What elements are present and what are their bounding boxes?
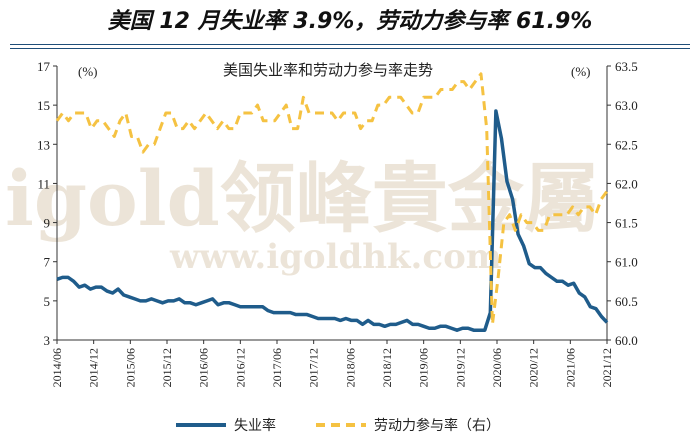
x-tick-label: 2016/06	[197, 348, 211, 387]
x-tick-label: 2018/06	[343, 348, 357, 387]
y-left-tick-label: 5	[44, 294, 51, 309]
y-right-tick-label: 60.5	[615, 294, 638, 309]
y-right-tick-label: 62.5	[615, 137, 638, 152]
title-divider-bottom	[10, 48, 690, 49]
watermark-logo-text: igold领峰貴金屬	[5, 154, 600, 243]
y-left-tick-label: 3	[44, 333, 51, 348]
x-tick-label: 2014/06	[50, 348, 64, 387]
title-divider-top	[10, 44, 690, 45]
y-left-tick-label: 9	[44, 216, 51, 231]
axes	[53, 65, 611, 344]
series-1-line	[56, 109, 609, 332]
series-2-group	[55, 72, 609, 326]
page-title: 美国 12 月失业率 3.9%，劳动力参与率 61.9%	[107, 9, 593, 34]
labels: 3 5 7 9 11 13 15 17 60.0 60.5 61.0 61.5 62.0 62.5 63.0…	[37, 59, 638, 387]
x-tick-label: 2021/06	[563, 348, 577, 387]
x-tick-label: 2016/12	[233, 348, 247, 387]
x-tick-label: 2019/06	[417, 348, 431, 387]
legend-label-1: 失业率	[234, 417, 276, 434]
legend-label-2: 劳动力参与率（右）	[374, 417, 500, 434]
watermark-url-text: www.igoldhk.com	[169, 237, 502, 277]
series-1-group	[56, 109, 609, 332]
y-left-tick-label: 13	[37, 137, 50, 152]
legend: 失业率 劳动力参与率（右）	[176, 417, 500, 434]
watermark: igold领峰貴金屬 www.igoldhk.com	[5, 154, 600, 277]
x-tick-label: 2017/06	[270, 348, 284, 387]
x-tick-label: 2020/12	[527, 348, 541, 387]
y-left-tick-label: 7	[44, 255, 51, 270]
y-right-tick-label: 63.0	[615, 98, 638, 113]
x-tick-label: 2021/12	[600, 348, 614, 387]
x-tick-label: 2019/12	[453, 348, 467, 387]
y-right-tick-label: 62.0	[615, 176, 638, 191]
y-right-tick-label: 60.0	[615, 333, 638, 348]
x-tick-label: 2015/06	[123, 348, 137, 387]
x-tick-label: 2020/06	[490, 348, 504, 387]
y-left-tick-label: 11	[37, 176, 50, 191]
x-tick-label: 2014/12	[87, 348, 101, 387]
y-right-tick-label: 61.0	[615, 255, 638, 270]
x-tick-label: 2017/12	[307, 348, 321, 387]
y-left-unit-label: (%)	[78, 64, 98, 79]
y-right-unit-label: (%)	[571, 64, 591, 79]
x-tick-label: 2018/12	[380, 348, 394, 387]
x-tick-label: 2015/12	[160, 348, 174, 387]
y-left-tick-label: 17	[37, 59, 51, 74]
y-right-tick-label: 61.5	[615, 216, 638, 231]
series-layer	[55, 72, 609, 332]
y-right-tick-label: 63.5	[615, 59, 638, 74]
y-left-tick-label: 15	[37, 98, 50, 113]
chart-title: 美国失业率和劳动力参与率走势	[223, 61, 433, 79]
